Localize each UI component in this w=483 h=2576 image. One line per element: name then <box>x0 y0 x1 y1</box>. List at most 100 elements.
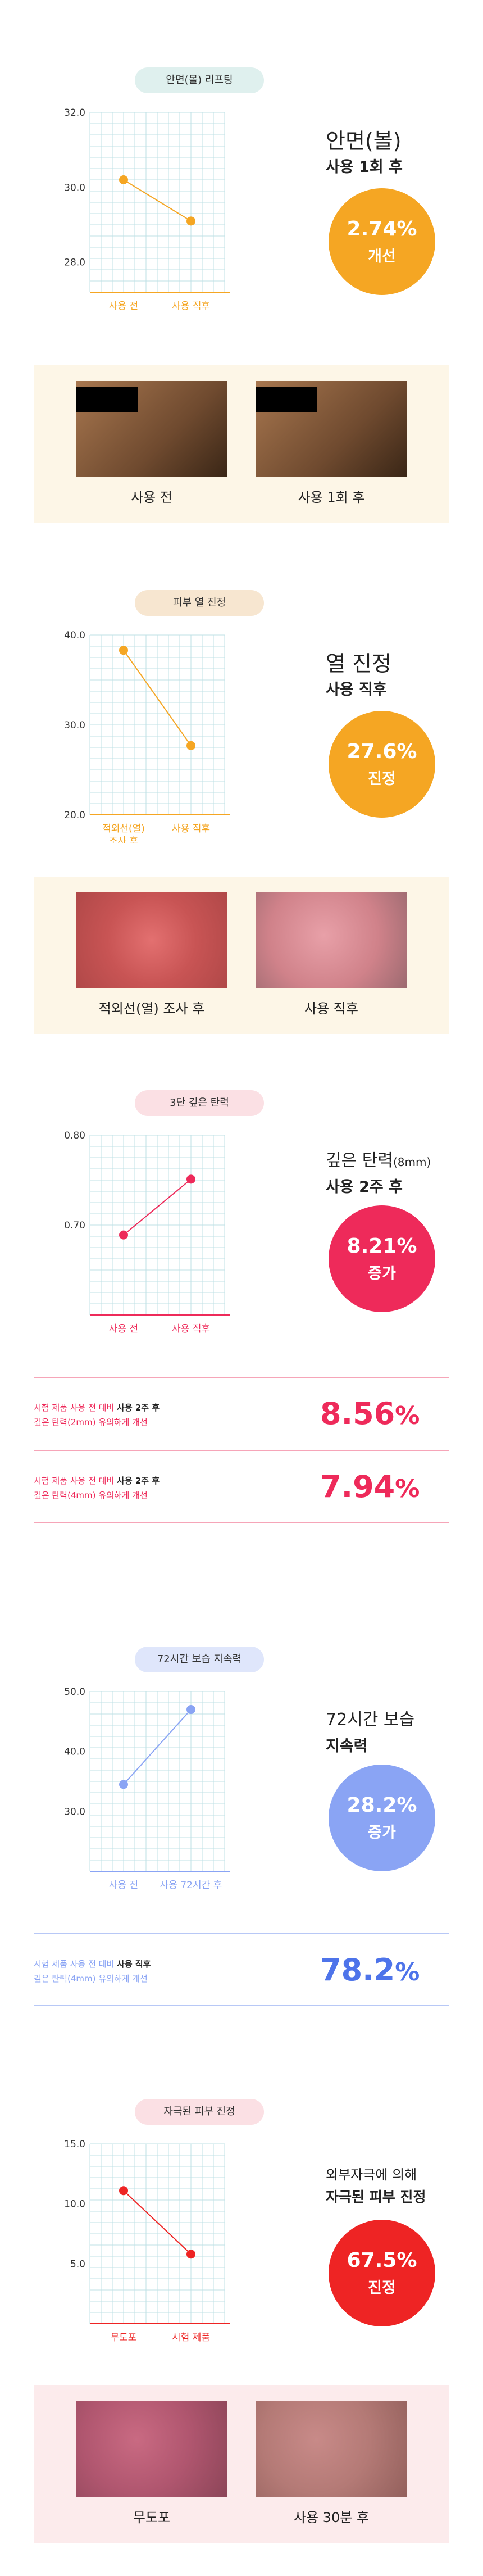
result-subtitle: 지속력 <box>326 1738 368 1755</box>
data-point <box>119 646 128 655</box>
stat-row: 시험 제품 사용 전 대비 사용 직후 깊은 탄력(4mm) 유의하게 개선 7… <box>34 1933 449 2006</box>
data-point <box>119 175 128 184</box>
divider <box>34 1450 449 1451</box>
x-tick-label: 사용 72시간 후 <box>160 1880 222 1891</box>
data-point <box>186 1174 195 1184</box>
section-heat-soothing: 피부 열 진정 40.0 30.0 20.0 적외선(열) 조사 후 사용 직후 열 진정… <box>0 584 483 1045</box>
result-title: 안면(볼) <box>326 129 402 153</box>
data-point <box>119 1230 128 1240</box>
section-pill: 안면(볼) 리프팅 <box>135 67 264 93</box>
y-tick-label: 50.0 <box>64 1686 85 1698</box>
chart-grid <box>89 112 225 293</box>
stat-description: 시험 제품 사용 전 대비 사용 2주 후 깊은 탄력(4mm) 유의하게 개선 <box>34 1473 160 1503</box>
photo-label-after: 사용 30분 후 <box>293 2510 370 2525</box>
result-percent: 8.21% <box>347 1235 417 1258</box>
divider <box>34 1377 449 1378</box>
section-face-lifting: 안면(볼) 리프팅 32.0 30.0 28.0 사용 전 사용 직후 안면(볼) 사용… <box>0 62 483 523</box>
photo-label-before: 적외선(열) 조사 후 <box>98 1001 205 1017</box>
y-tick-label: 40.0 <box>64 1747 85 1758</box>
y-tick-label: 30.0 <box>64 720 85 731</box>
section-pill: 3단 깊은 탄력 <box>135 1090 264 1116</box>
x-tick-label: 사용 전 <box>109 301 138 312</box>
stat-value: 8.56 <box>320 1396 395 1431</box>
stat-desc-line2: 깊은 탄력(2mm) 유의하게 개선 <box>34 1417 148 1427</box>
stat-percent-sign: % <box>395 1402 420 1430</box>
result-title: 72시간 보습 <box>326 1710 415 1730</box>
result-title-main: 깊은 탄력 <box>326 1151 393 1171</box>
series-line <box>123 1178 192 1236</box>
stat-number: 8.56% <box>320 1396 420 1431</box>
stat-number: 78.2% <box>320 1952 420 1988</box>
result-circle: 28.2% 증가 <box>329 1765 435 1871</box>
photo-label-before: 무도포 <box>133 2510 171 2525</box>
stat-description: 시험 제품 사용 전 대비 사용 직후 깊은 탄력(4mm) 유의하게 개선 <box>34 1957 151 1986</box>
stat-desc-bold: 사용 직후 <box>117 1959 151 1969</box>
data-point <box>186 741 195 750</box>
section-pill: 피부 열 진정 <box>135 590 264 616</box>
stat-desc-line2: 깊은 탄력(4mm) 유의하게 개선 <box>34 1490 148 1500</box>
series-line <box>123 650 192 746</box>
section-pill: 72시간 보습 지속력 <box>135 1647 264 1672</box>
chart-irritation-soothing: 15.0 10.0 5.0 무도포 시험 제품 <box>64 2139 230 2343</box>
result-label: 진정 <box>368 2279 396 2297</box>
x-tick-label: 시험 제품 <box>172 2332 210 2343</box>
photo-before <box>76 892 227 988</box>
photo-after <box>256 381 407 477</box>
x-tick-label: 사용 직후 <box>172 823 210 835</box>
x-tick-label: 사용 전 <box>109 1323 138 1335</box>
photo-label-after: 사용 직후 <box>304 1001 358 1017</box>
y-tick-label: 30.0 <box>64 182 85 193</box>
divider <box>34 1522 449 1523</box>
y-tick-label: 0.80 <box>64 1130 85 1141</box>
photo-panel: 적외선(열) 조사 후 사용 직후 <box>34 877 449 1034</box>
censor-bar <box>256 387 317 412</box>
stat-desc-pre: 시험 제품 사용 전 대비 <box>34 1959 117 1969</box>
chart-deep-elasticity: 0.80 0.70 사용 전 사용 직후 <box>64 1130 230 1335</box>
stat-desc-bold: 사용 2주 후 <box>117 1403 160 1413</box>
divider <box>34 1933 449 1934</box>
stat-desc-line2: 깊은 탄력(4mm) 유의하게 개선 <box>34 1974 148 1984</box>
y-tick-label: 10.0 <box>64 2199 85 2210</box>
result-label: 증가 <box>368 1824 396 1842</box>
stat-percent-sign: % <box>395 1475 420 1503</box>
result-label: 개선 <box>368 248 396 265</box>
section-pill: 자극된 피부 진정 <box>135 2099 264 2125</box>
result-title: 깊은 탄력(8mm) <box>326 1146 431 1171</box>
chart-moisture: 50.0 40.0 30.0 사용 전 사용 72시간 후 <box>64 1686 230 1891</box>
y-tick-label: 32.0 <box>64 107 85 119</box>
chart-grid <box>89 2143 225 2324</box>
section-moisture: 72시간 보습 지속력 50.0 40.0 30.0 사용 전 사용 72시간 후 72… <box>0 1641 483 2057</box>
result-title: 열 진정 <box>326 651 391 676</box>
y-tick-label: 40.0 <box>64 630 85 641</box>
chart-face-lifting: 32.0 30.0 28.0 사용 전 사용 직후 <box>64 107 230 312</box>
y-tick-label: 20.0 <box>64 810 85 821</box>
result-circle: 27.6% 진정 <box>329 711 435 818</box>
x-tick-label: 조사 후 <box>109 836 138 843</box>
result-percent: 27.6% <box>347 740 417 763</box>
result-circle: 8.21% 증가 <box>329 1205 435 1312</box>
chart-grid <box>89 1691 225 1872</box>
x-tick-label: 적외선(열) <box>102 823 145 835</box>
stat-percent-sign: % <box>395 1958 420 1987</box>
data-point <box>186 2250 195 2259</box>
x-tick-label: 사용 직후 <box>172 301 210 312</box>
result-circle: 67.5% 진정 <box>329 2220 435 2326</box>
photo-before <box>76 2401 227 2497</box>
result-percent: 67.5% <box>347 2249 417 2272</box>
data-point <box>186 1705 195 1714</box>
stat-row: 시험 제품 사용 전 대비 사용 2주 후 깊은 탄력(2mm) 유의하게 개선… <box>34 1377 449 1450</box>
photo-after <box>256 892 407 988</box>
x-tick-label: 사용 전 <box>109 1880 138 1891</box>
section-deep-elasticity: 3단 깊은 탄력 0.80 0.70 사용 전 사용 직후 깊은 탄력(8mm) 사용… <box>0 1085 483 1590</box>
photo-label-before: 사용 전 <box>131 489 172 505</box>
series-line <box>123 2190 192 2255</box>
result-label: 증가 <box>368 1265 396 1282</box>
result-percent: 28.2% <box>347 1794 417 1817</box>
stat-number: 7.94% <box>320 1469 420 1504</box>
result-title-unit: (8mm) <box>393 1155 431 1169</box>
result-title: 외부자극에 의해 <box>326 2167 417 2183</box>
result-label: 진정 <box>368 770 396 788</box>
result-circle: 2.74% 개선 <box>329 188 435 295</box>
chart-heat-soothing: 40.0 30.0 20.0 적외선(열)조사 후 사용 직후 <box>64 630 230 843</box>
result-subtitle: 사용 직후 <box>326 681 387 699</box>
